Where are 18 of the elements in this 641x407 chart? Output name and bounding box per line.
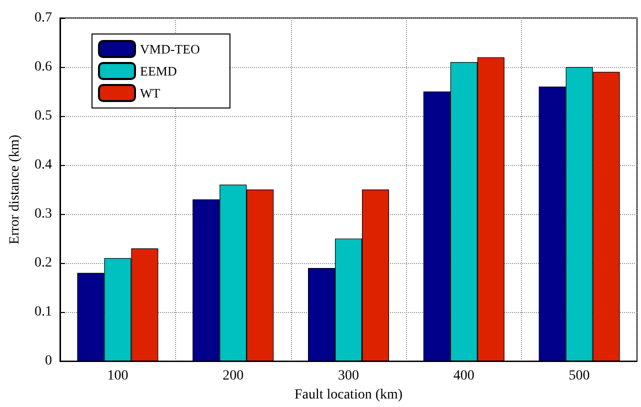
y-tick-label: 0.6 [34, 60, 52, 75]
y-tick-label: 0.5 [34, 108, 52, 124]
x-axis-title: Fault location (km) [294, 388, 403, 402]
x-tick-label: 100 [107, 368, 128, 384]
y-tick-label: 0.3 [34, 206, 52, 222]
y-tick-label: 0.7 [34, 10, 52, 26]
x-tick-label: 500 [568, 368, 590, 384]
x-tick-label: 300 [338, 368, 359, 384]
legend-label: VMD-TEO [140, 42, 200, 56]
legend-label: WT [140, 86, 160, 100]
x-tick-label: 200 [222, 368, 244, 384]
y-tick-label: 0 [45, 354, 52, 369]
legend-label: EEMD [140, 64, 177, 78]
y-axis-title: Error distance (km) [8, 134, 22, 244]
y-tick-label: 0.2 [34, 256, 52, 271]
x-tick-label: 400 [453, 368, 474, 384]
y-tick-label: 0.1 [34, 304, 52, 320]
y-tick-label: 0.4 [34, 158, 52, 173]
